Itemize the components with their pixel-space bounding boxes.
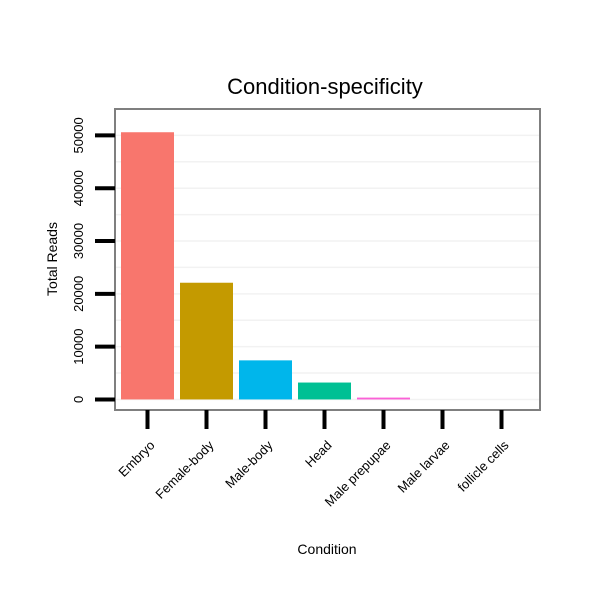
y-tick-label: 10000 — [71, 329, 86, 365]
y-tick-label: 20000 — [71, 276, 86, 312]
x-axis-title: Condition — [297, 541, 356, 557]
y-tick-label: 50000 — [71, 117, 86, 153]
bars — [121, 132, 410, 400]
bar-head — [298, 382, 351, 400]
y-tick-label: 40000 — [71, 170, 86, 206]
y-axis: 0 10000 20000 30000 40000 50000 — [71, 117, 115, 403]
bar-embryo — [121, 132, 174, 400]
bar-male-prepupae — [357, 397, 410, 400]
y-axis-title: Total Reads — [44, 222, 60, 296]
bar-female-body — [180, 282, 233, 400]
y-tick-label: 30000 — [71, 223, 86, 259]
chart-title: Condition-specificity — [227, 74, 423, 99]
bar-male-body — [239, 360, 292, 400]
y-tick-label: 0 — [71, 396, 86, 403]
plot-panel-border — [114, 108, 541, 411]
